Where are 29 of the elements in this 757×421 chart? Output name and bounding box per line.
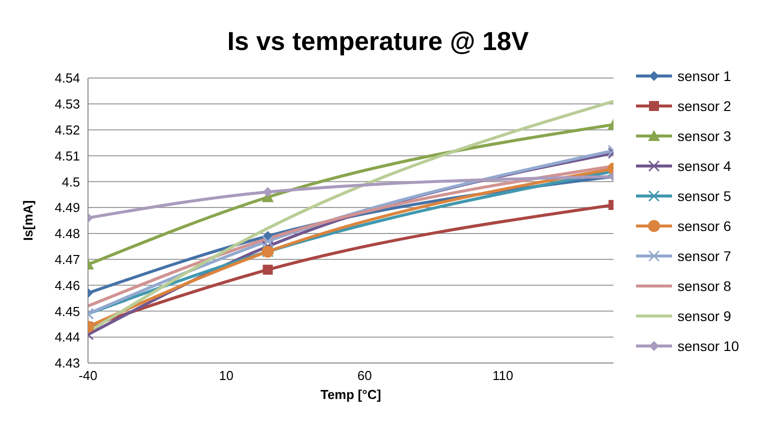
y-tick-label: 4.46: [54, 278, 80, 293]
legend-label: sensor 6: [678, 218, 732, 234]
y-tick-label: 4.45: [54, 304, 80, 319]
chart-title: Is vs temperature @ 18V: [226, 26, 530, 57]
y-tick-label: 4.48: [54, 226, 80, 242]
legend-label: sensor 8: [678, 278, 732, 294]
y-tick-label: 4.44: [54, 330, 80, 345]
legend-label: sensor 2: [678, 98, 732, 114]
legend-label: sensor 1: [678, 68, 732, 84]
legend-label: sensor 5: [678, 188, 732, 204]
legend-label: sensor 3: [678, 128, 732, 144]
legend-label: sensor 7: [678, 248, 732, 264]
y-tick-label: 4.52: [54, 122, 80, 138]
legend-label: sensor 9: [678, 308, 732, 324]
x-tick-label: 110: [492, 368, 514, 384]
y-tick-label: 4.43: [54, 356, 80, 371]
x-tick-label: 10: [219, 368, 234, 384]
legend-label: sensor 4: [678, 158, 732, 174]
y-tick-label: 4.49: [54, 200, 80, 216]
y-tick-label: 4.47: [54, 252, 80, 267]
x-axis-title: Temp [°C]: [320, 387, 382, 402]
x-tick-label: 60: [357, 368, 372, 384]
y-tick-label: 4.53: [54, 96, 80, 112]
y-tick-label: 4.5: [62, 174, 80, 190]
legend-label: sensor 10: [678, 338, 739, 354]
y-tick-label: 4.51: [54, 148, 80, 164]
y-tick-label: 4.54: [54, 70, 80, 86]
x-tick-label: -40: [78, 368, 98, 384]
y-axis-title: Is[mA]: [20, 200, 36, 241]
